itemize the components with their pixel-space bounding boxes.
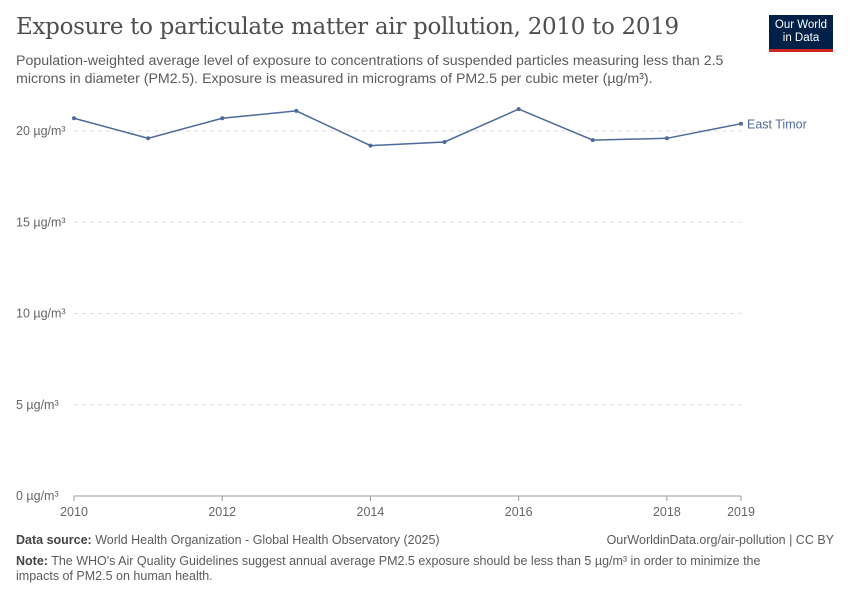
data-point: [664, 136, 669, 141]
data-point: [516, 107, 521, 112]
data-point: [294, 108, 299, 113]
x-tick-label: 2010: [60, 505, 88, 519]
source-text: World Health Organization - Global Healt…: [95, 533, 440, 547]
x-tick-label: 2014: [357, 505, 385, 519]
series-label: East Timor: [747, 118, 807, 132]
x-tick-label: 2012: [208, 505, 236, 519]
source-url[interactable]: OurWorldinData.org/air-pollution | CC BY: [606, 533, 834, 547]
y-tick-label: 0 µg/m³: [16, 489, 59, 503]
data-source: Data source: World Health Organization -…: [16, 533, 440, 548]
data-point: [442, 139, 447, 144]
note-text: The WHO's Air Quality Guidelines suggest…: [16, 554, 761, 583]
data-point: [72, 116, 76, 121]
data-point: [368, 143, 373, 148]
data-point: [220, 116, 225, 121]
y-tick-label: 20 µg/m³: [16, 124, 66, 138]
y-tick-label: 15 µg/m³: [16, 215, 66, 229]
data-point: [146, 136, 151, 141]
y-tick-label: 5 µg/m³: [16, 398, 59, 412]
note-label: Note:: [16, 554, 48, 568]
source-label: Data source:: [16, 533, 92, 547]
x-tick-label: 2019: [727, 505, 755, 519]
chart-title: Exposure to particulate matter air pollu…: [16, 14, 679, 40]
series-line: [73, 108, 742, 147]
y-tick-label: 10 µg/m³: [16, 307, 66, 321]
x-tick-label: 2018: [653, 505, 681, 519]
data-point: [590, 138, 595, 143]
chart-subtitle: Population-weighted average level of exp…: [16, 53, 724, 87]
owid-logo[interactable]: Our World in Data: [769, 15, 833, 52]
data-point: [739, 121, 743, 126]
note: Note: The WHO's Air Quality Guidelines s…: [16, 554, 806, 584]
x-tick-label: 2016: [505, 505, 533, 519]
